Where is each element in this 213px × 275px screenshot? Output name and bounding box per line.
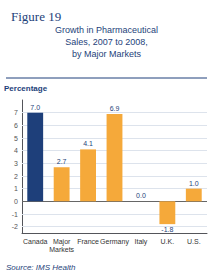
- svg-text:1.0: 1.0: [189, 180, 199, 187]
- svg-text:Markets: Markets: [49, 246, 74, 253]
- svg-text:U.S.: U.S.: [187, 238, 201, 245]
- svg-text:by Major Markets: by Major Markets: [72, 49, 142, 59]
- svg-text:3: 3: [14, 160, 18, 167]
- svg-text:France: France: [77, 238, 99, 245]
- svg-text:Major: Major: [53, 238, 71, 246]
- svg-text:4: 4: [14, 147, 18, 154]
- svg-text:Source: IMS Health: Source: IMS Health: [6, 263, 76, 272]
- svg-text:0.0: 0.0: [136, 192, 146, 199]
- svg-text:7: 7: [14, 109, 18, 116]
- svg-text:5: 5: [14, 135, 18, 142]
- svg-text:7.0: 7.0: [30, 104, 40, 111]
- svg-text:6.9: 6.9: [110, 105, 120, 112]
- svg-text:1: 1: [14, 185, 18, 192]
- svg-text:Germany: Germany: [100, 238, 129, 246]
- svg-text:-1: -1: [12, 211, 18, 218]
- svg-text:Growth in Pharmaceutical: Growth in Pharmaceutical: [55, 25, 158, 35]
- svg-text:4.1: 4.1: [83, 140, 93, 147]
- svg-text:-2: -2: [12, 223, 18, 230]
- svg-text:2: 2: [14, 173, 18, 180]
- svg-text:-1.8: -1.8: [161, 226, 173, 233]
- svg-text:Canada: Canada: [23, 238, 48, 245]
- svg-text:U.K.: U.K.: [161, 238, 175, 245]
- svg-text:2.7: 2.7: [57, 158, 67, 165]
- svg-text:6: 6: [14, 122, 18, 129]
- svg-text:Italy: Italy: [135, 238, 148, 246]
- svg-text:0: 0: [14, 198, 18, 205]
- svg-text:Percentage: Percentage: [4, 84, 48, 93]
- svg-text:Figure 19: Figure 19: [11, 9, 61, 24]
- svg-text:Sales, 2007 to 2008,: Sales, 2007 to 2008,: [65, 37, 148, 47]
